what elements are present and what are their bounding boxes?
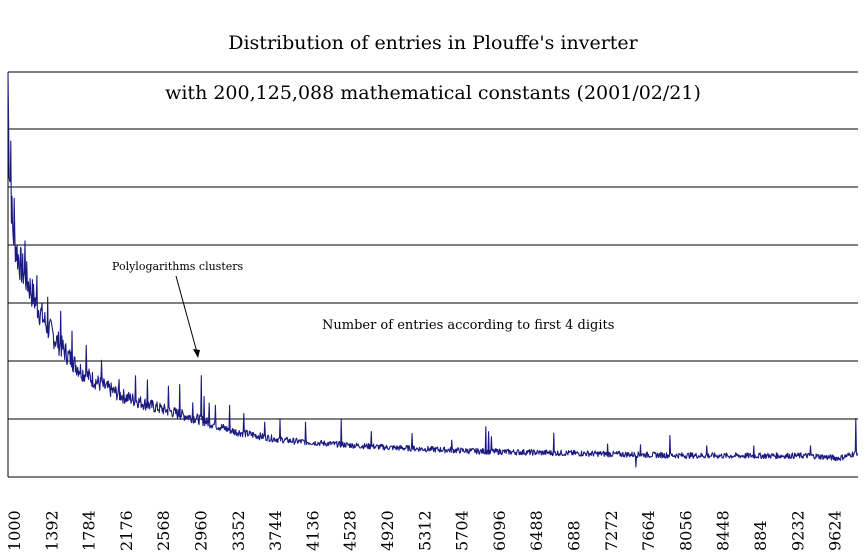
x-tick-label: 2568 [154,510,173,551]
chart-subtitle: with 200,125,088 mathematical constants … [165,82,701,104]
x-tick-label: 7272 [602,510,621,551]
series-line [7,71,859,468]
x-tick-label: 6488 [527,510,546,551]
x-tick-label: 9624 [826,510,845,551]
x-tick-label: 1392 [42,510,61,551]
gridlines [8,71,858,478]
chart-title: Distribution of entries in Plouffe's inv… [228,32,638,54]
x-tick-label: 4136 [303,510,322,551]
x-tick-label: 9232 [788,510,807,551]
x-tick-label: 3744 [266,510,285,551]
x-tick-label: 1784 [80,510,99,551]
annotation-arrow [175,275,200,358]
x-tick-label: 4920 [378,510,397,551]
x-tick-labels: 1000 1392 1784 2176 2568 2960 3352 3744 4136 4528… [5,510,845,551]
x-tick-label: 5704 [453,510,472,551]
x-tick-label: 2960 [192,510,211,551]
series-label: Number of entries according to first 4 d… [322,318,615,333]
x-tick-label: 6096 [490,510,509,551]
x-tick-label: 1000 [5,510,24,551]
annotation-label: Polylogarithms clusters [112,260,244,273]
x-tick-label: 7664 [639,510,658,551]
x-tick-label: 688 [565,520,584,551]
x-tick-label: 884 [751,520,770,551]
x-tick-label: 8448 [714,510,733,551]
x-tick-label: 5312 [415,510,434,551]
x-tick-label: 8056 [676,510,695,551]
x-tick-label: 3352 [229,510,248,551]
x-tick-label: 2176 [117,510,136,551]
x-tick-label: 4528 [341,510,360,551]
